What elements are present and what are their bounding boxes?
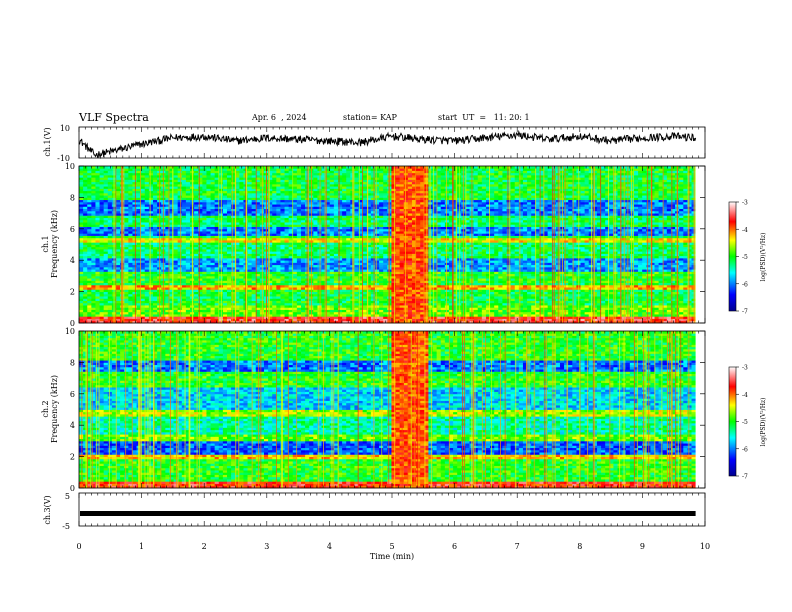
ch3-ytick-top: 5 xyxy=(65,492,70,501)
ch2-ylabel-frequency: Frequency (kHz) xyxy=(50,375,59,443)
ch1-spectrogram-ytick-2: 4 xyxy=(70,256,75,265)
ch2-colorbar-tick-2: -5 xyxy=(742,419,748,426)
ch2-spectrogram-ytick-3: 6 xyxy=(70,390,75,399)
ch2-colorbar-fill xyxy=(728,366,737,477)
ch1-colorbar: -3 -4 -5 -6 -7 log(PSD)(V²/Hz) xyxy=(728,200,767,316)
ch2-colorbar-label: log(PSD)(V²/Hz) xyxy=(760,398,767,447)
start-time-label: start UT = 11: 20: 1 xyxy=(438,113,530,122)
date-label: Apr. 6 , 2024 xyxy=(252,113,307,122)
ch1-spectrogram-ytick-3: 6 xyxy=(70,225,75,234)
ch1-spectrogram-panel: 0 2 4 6 8 10 ch.1 Frequency (kHz) xyxy=(41,162,706,328)
time-tick-2: 2 xyxy=(202,542,207,551)
ch1-spectrogram-ytick-5: 10 xyxy=(65,162,75,171)
time-axis-ticks xyxy=(78,127,706,526)
time-tick-4: 4 xyxy=(327,542,332,551)
ch1-colorbar-tick-3: -6 xyxy=(742,281,748,288)
ch2-spectrogram-ytick-4: 8 xyxy=(70,358,75,367)
time-tick-1: 1 xyxy=(139,542,144,551)
ch3-ylabel: ch.3(V) xyxy=(43,495,52,524)
ch1-spectrogram-image xyxy=(79,166,705,324)
ch2-colorbar-tick-4: -7 xyxy=(742,474,748,481)
ch2-spectrogram-ytick-5: 10 xyxy=(65,327,75,336)
ch1-ytick-bottom: -10 xyxy=(57,154,70,163)
ch2-spectrogram-ytick-2: 4 xyxy=(70,421,75,430)
ch1-ylabel: ch.1(V) xyxy=(43,127,52,156)
ch2-spectrogram-panel: 0 2 4 6 8 10 ch.2 Frequency (kHz) xyxy=(41,327,706,493)
ch1-colorbar-label: log(PSD)(V²/Hz) xyxy=(760,233,767,282)
ch2-colorbar-tick-0: -3 xyxy=(742,365,748,372)
ch2-spectrogram-image xyxy=(79,331,705,489)
ch1-colorbar-tick-4: -7 xyxy=(742,309,748,316)
ch1-spectrogram-ytick-0: 0 xyxy=(70,319,75,328)
ch1-spectrogram-ytick-1: 2 xyxy=(70,288,75,297)
ch1-ylabel-channel: ch.1 xyxy=(41,235,50,252)
ch2-spectrogram-ytick-1: 2 xyxy=(70,453,75,462)
figure-title: VLF Spectra xyxy=(79,111,149,124)
time-tick-3: 3 xyxy=(264,542,269,551)
ch2-colorbar: -3 -4 -5 -6 -7 log(PSD)(V²/Hz) xyxy=(728,365,767,481)
ch2-ylabel-channel: ch.2 xyxy=(41,400,50,417)
ch3-panel: 5 -5 ch.3(V) xyxy=(43,492,706,531)
time-tick-9: 9 xyxy=(640,542,645,551)
ch1-colorbar-fill xyxy=(728,201,737,312)
time-tick-7: 7 xyxy=(515,542,520,551)
ch3-signal-band xyxy=(80,511,696,516)
time-tick-10: 10 xyxy=(700,542,710,551)
ch3-ytick-bottom: -5 xyxy=(62,522,70,531)
time-tick-0: 0 xyxy=(76,542,81,551)
time-tick-8: 8 xyxy=(577,542,582,551)
ch1-colorbar-tick-1: -4 xyxy=(742,227,748,234)
time-tick-5: 5 xyxy=(389,542,394,551)
time-axis-labels: 0 1 2 3 4 5 6 7 8 9 10 xyxy=(76,542,710,551)
ch1-waveform-line xyxy=(78,129,697,160)
ch1-ylabel-frequency: Frequency (kHz) xyxy=(50,210,59,278)
ch1-ytick-top: 10 xyxy=(60,124,70,133)
ch2-spectrogram-ytick-0: 0 xyxy=(70,484,75,493)
ch1-panel: 10 -10 ch.1(V) xyxy=(43,124,706,163)
time-tick-6: 6 xyxy=(452,542,457,551)
station-label: station= KAP xyxy=(343,113,397,122)
ch1-spectrogram-ytick-4: 8 xyxy=(70,193,75,202)
ch1-colorbar-tick-0: -3 xyxy=(742,200,748,207)
ch2-colorbar-tick-3: -6 xyxy=(742,446,748,453)
ch1-colorbar-tick-2: -5 xyxy=(742,254,748,261)
time-axis-label: Time (min) xyxy=(370,552,414,561)
ch2-colorbar-tick-1: -4 xyxy=(742,392,748,399)
